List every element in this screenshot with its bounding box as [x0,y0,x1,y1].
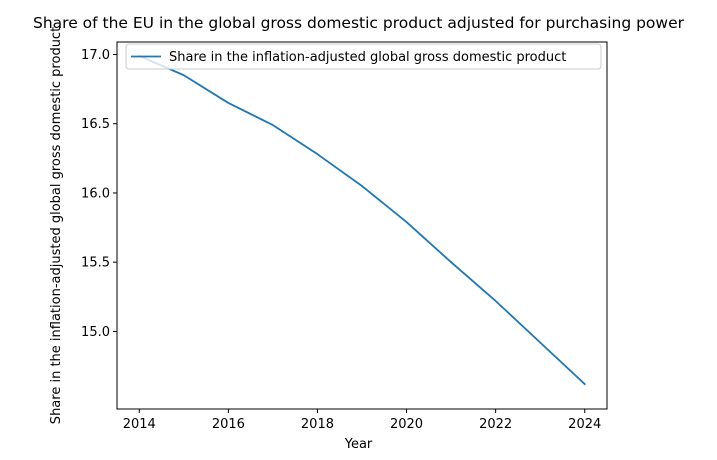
x-tick-label: 2024 [568,417,601,432]
y-tick-label: 15.0 [81,325,110,340]
x-tick-label: 2014 [123,417,156,432]
data-point [582,381,588,387]
data-point [537,340,543,346]
series-layer [138,54,588,387]
plot-area [116,41,608,410]
data-point [448,259,454,265]
y-tick-label: 16.5 [81,117,110,132]
legend-label: Share in the inflation-adjusted global g… [169,50,566,65]
data-point [493,298,499,304]
x-tick-label: 2020 [390,417,423,432]
legend-box [125,43,602,70]
x-tick-label: 2022 [479,417,512,432]
data-point [314,151,320,157]
y-axis-label: Share in the inflation-adjusted global g… [49,27,64,424]
x-tick-label: 2018 [301,417,334,432]
y-tick-label: 15.5 [81,256,110,271]
x-axis-ticks: 2014 2016 2018 2020 2022 2024 [123,409,601,432]
y-tick-label: 17.0 [81,48,110,63]
y-axis-ticks: 15.0 15.5 16.0 16.5 17.0 [81,48,117,340]
data-point [359,183,365,189]
y-tick-label: 16.0 [81,186,110,201]
chart-title: Share of the EU in the global gross dome… [33,14,685,32]
data-point [181,72,187,78]
series-line [138,54,587,386]
data-point [270,122,276,128]
data-point [404,219,410,225]
x-tick-label: 2016 [212,417,245,432]
x-axis-label: Year [344,437,373,452]
data-point [225,100,231,106]
legend: Share in the inflation-adjusted global g… [125,43,602,70]
